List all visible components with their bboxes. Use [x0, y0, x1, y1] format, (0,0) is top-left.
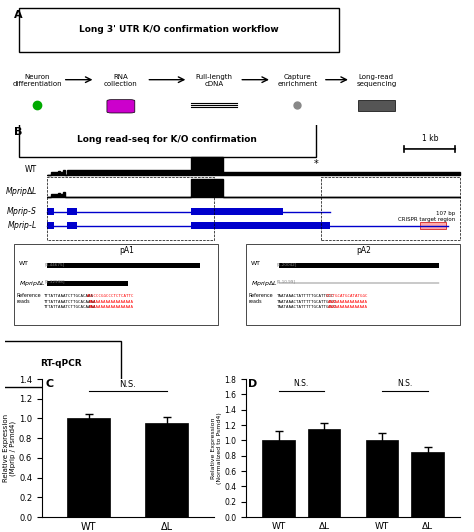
- Bar: [366, 440, 399, 517]
- Polygon shape: [46, 157, 460, 175]
- Text: [0-20042]: [0-20042]: [276, 262, 297, 266]
- Text: N.S.: N.S.: [397, 379, 412, 388]
- Text: TTTATTAAATCTTGCACAAA: TTTATTAAATCTTGCACAAA: [44, 294, 94, 298]
- Text: A: A: [14, 10, 23, 20]
- Text: Reference: Reference: [248, 293, 273, 298]
- Text: WT: WT: [25, 164, 37, 173]
- Text: RNA
collection: RNA collection: [104, 74, 138, 87]
- Bar: [46, 281, 128, 286]
- Text: $Mprip\Delta L$: $Mprip\Delta L$: [251, 279, 278, 288]
- Text: TAATAAACTATTTTTGCATTGCCC: TAATAAACTATTTTTGCATTGCCC: [276, 305, 337, 309]
- Text: [0-44675]: [0-44675]: [44, 262, 64, 266]
- Bar: [420, 222, 446, 229]
- Text: Capture
enrichment: Capture enrichment: [277, 74, 318, 87]
- Text: WT: WT: [18, 261, 28, 266]
- Text: AAAAAAAAAAAAAAAAAA: AAAAAAAAAAAAAAAAAA: [89, 305, 134, 309]
- Bar: [358, 99, 395, 111]
- Bar: [67, 208, 77, 215]
- Text: Reference: Reference: [16, 293, 41, 298]
- Text: TAATAAACTATTTTTGCATTGCC: TAATAAACTATTTTTGCATTGCC: [276, 294, 334, 298]
- Text: AAAAAAAAAAAAAAAA: AAAAAAAAAAAAAAAA: [328, 300, 368, 304]
- Text: 107 bp
CRISPR target region: 107 bp CRISPR target region: [398, 211, 456, 222]
- Text: Neuron
differentiation: Neuron differentiation: [12, 74, 62, 87]
- Text: AAAAAAAAAAAAAAAAAA: AAAAAAAAAAAAAAAAAA: [89, 300, 134, 304]
- Text: C: C: [46, 379, 54, 389]
- Text: N.S.: N.S.: [294, 379, 309, 388]
- Text: reads: reads: [16, 299, 30, 304]
- Text: *: *: [314, 159, 319, 169]
- Text: B: B: [14, 127, 22, 137]
- Text: TAATAAACTATTTTTGCATTGCCC: TAATAAACTATTTTTGCATTGCCC: [276, 300, 337, 304]
- Text: Full-length
cDNA: Full-length cDNA: [195, 74, 232, 87]
- FancyBboxPatch shape: [18, 123, 316, 157]
- FancyBboxPatch shape: [18, 7, 339, 52]
- Bar: [191, 208, 283, 215]
- Bar: [411, 452, 444, 517]
- Y-axis label: Relative Expression
(Normalized to Psmd4): Relative Expression (Normalized to Psmd4…: [211, 412, 222, 484]
- Text: [0-10.99]: [0-10.99]: [276, 280, 295, 284]
- Bar: [67, 419, 110, 517]
- Bar: [146, 423, 188, 517]
- Text: TTTATTAAATCTTGCACAAAA: TTTATTAAATCTTGCACAAAA: [44, 300, 97, 304]
- Text: [0-32998]: [0-32998]: [44, 280, 65, 284]
- FancyBboxPatch shape: [0, 340, 121, 387]
- Bar: [191, 222, 330, 229]
- Text: TTTATTAAATCTTGCACAAAA: TTTATTAAATCTTGCACAAAA: [44, 305, 97, 309]
- Text: Long 3' UTR K/O confirmation workflow: Long 3' UTR K/O confirmation workflow: [79, 25, 279, 34]
- Polygon shape: [46, 179, 460, 197]
- Bar: [263, 440, 295, 517]
- Text: $Mprip\Delta L$: $Mprip\Delta L$: [5, 185, 37, 198]
- Text: WT: WT: [251, 261, 261, 266]
- Text: CTCTGCATGCATATGGC: CTCTGCATGCATATGGC: [326, 294, 368, 298]
- Bar: [67, 222, 77, 229]
- Text: AAAAAAAAAAAAAAAA: AAAAAAAAAAAAAAAA: [328, 305, 368, 309]
- Text: AGCCCCGGCCCTCTCATTC: AGCCCCGGCCCTCTCATTC: [87, 294, 135, 298]
- Text: $Mprip$-S: $Mprip$-S: [6, 205, 37, 218]
- Text: Long read-seq for K/O confirmation: Long read-seq for K/O confirmation: [77, 135, 257, 144]
- Text: N.S.: N.S.: [119, 380, 137, 389]
- Bar: [308, 429, 340, 517]
- Text: RT-qPCR: RT-qPCR: [40, 359, 82, 368]
- Text: $Mprip\Delta L$: $Mprip\Delta L$: [18, 279, 46, 288]
- Text: Long-read
sequencing: Long-read sequencing: [356, 74, 396, 87]
- Bar: [46, 263, 200, 268]
- Y-axis label: Relative Expression
(Mprip / Psmd4): Relative Expression (Mprip / Psmd4): [3, 414, 16, 482]
- Bar: [279, 263, 439, 268]
- Bar: [46, 222, 54, 229]
- Text: pA2: pA2: [356, 246, 371, 255]
- Text: pA1: pA1: [119, 246, 134, 255]
- Bar: [46, 208, 54, 215]
- Text: 1 kb: 1 kb: [421, 134, 438, 143]
- FancyBboxPatch shape: [107, 99, 135, 113]
- Text: $Mprip$-L: $Mprip$-L: [7, 219, 37, 232]
- Text: D: D: [247, 379, 257, 389]
- Text: reads: reads: [248, 299, 262, 304]
